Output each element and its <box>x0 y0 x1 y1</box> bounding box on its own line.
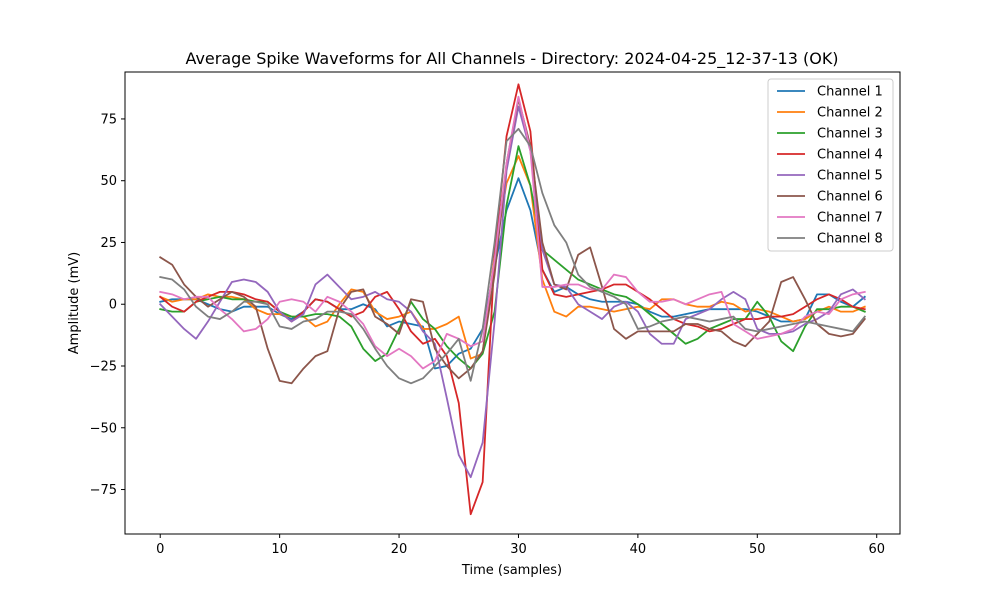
y-tick-label: 0 <box>109 298 117 313</box>
legend: Channel 1 Channel 2 Channel 3 Channel 4 Chan… <box>767 78 894 252</box>
y-tick-label: 50 <box>100 174 117 189</box>
legend-label: Channel 3 <box>817 127 883 142</box>
legend-label: Channel 2 <box>817 106 883 121</box>
x-tick-label: 30 <box>510 542 527 557</box>
plot-frame <box>124 71 901 535</box>
x-tick-label: 50 <box>749 542 766 557</box>
series-line-5 <box>158 105 867 479</box>
legend-label: Channel 5 <box>817 169 883 184</box>
legend-box <box>767 78 894 252</box>
x-tick-label: 0 <box>156 542 164 557</box>
legend-label: Channel 1 <box>817 85 883 100</box>
y-tick-label: 75 <box>100 112 117 127</box>
plot-area: 0 10 20 30 40 50 60 −75 −50 −25 0 25 50 75 <box>90 71 901 557</box>
series-group <box>158 83 867 516</box>
legend-items: Channel 1 Channel 2 Channel 3 Channel 4 Chan… <box>777 85 883 247</box>
series-line-1 <box>159 177 867 370</box>
y-tick-label: −25 <box>90 360 117 375</box>
series-line-3 <box>159 145 866 370</box>
y-axis-label: Amplitude (mV) <box>67 252 82 354</box>
y-axis-ticks: −75 −50 −25 0 25 50 75 <box>90 112 125 498</box>
y-tick-label: 25 <box>100 236 117 251</box>
series-line-4 <box>158 83 866 516</box>
x-axis-ticks: 0 10 20 30 40 50 60 <box>156 534 885 557</box>
y-tick-label: −50 <box>90 421 117 436</box>
series-line-2 <box>159 155 866 360</box>
chart-title: Average Spike Waveforms for All Channels… <box>185 49 838 69</box>
legend-label: Channel 7 <box>817 211 883 226</box>
legend-label: Channel 4 <box>817 148 883 163</box>
legend-label: Channel 8 <box>817 232 883 247</box>
series-line-8 <box>159 127 867 385</box>
x-tick-label: 20 <box>391 542 408 557</box>
x-tick-label: 10 <box>271 542 288 557</box>
x-tick-label: 60 <box>868 542 885 557</box>
legend-label: Channel 6 <box>817 190 883 205</box>
y-tick-label: −75 <box>90 483 117 498</box>
series-line-7 <box>159 95 866 370</box>
x-axis-label: Time (samples) <box>461 563 562 578</box>
x-tick-label: 40 <box>630 542 647 557</box>
